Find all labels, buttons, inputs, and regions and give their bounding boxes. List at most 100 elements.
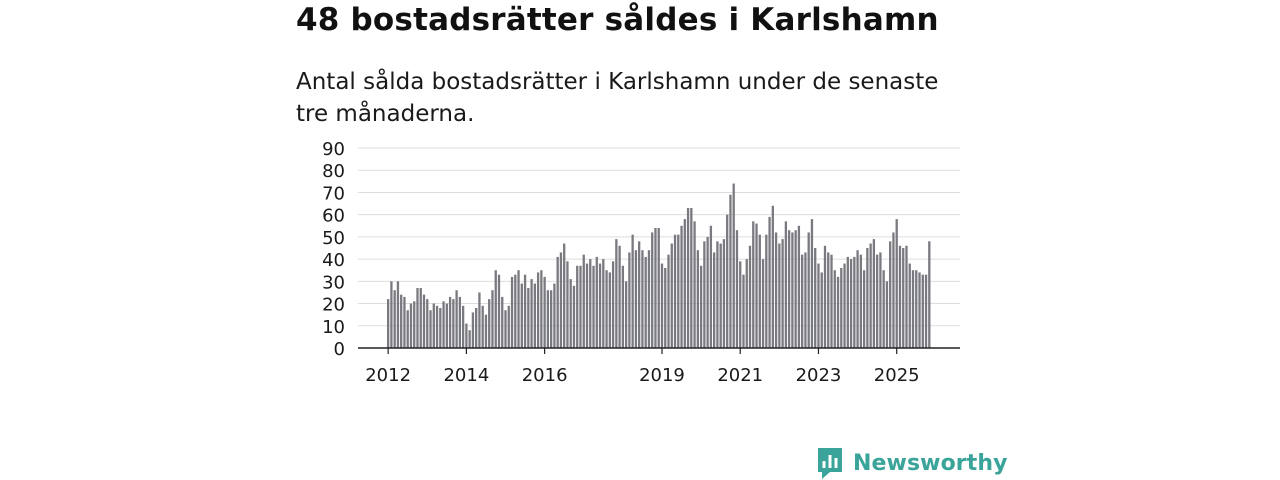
bar	[657, 228, 660, 348]
bar	[856, 250, 859, 348]
bar	[553, 283, 556, 348]
bar	[582, 254, 585, 348]
bar	[533, 283, 536, 348]
bar	[706, 236, 709, 348]
bar	[748, 245, 752, 348]
bar	[830, 254, 833, 348]
y-tick-label-30: 30	[322, 272, 345, 293]
chart-title: 48 bostadsrätter såldes i Karlshamn	[296, 2, 939, 38]
bar	[892, 232, 895, 348]
bar	[461, 305, 465, 348]
bar	[722, 239, 726, 348]
bar	[585, 263, 589, 348]
bar	[915, 270, 918, 348]
bar	[452, 299, 455, 348]
bar	[801, 254, 804, 348]
bar	[445, 303, 448, 348]
y-tick-label-10: 10	[322, 317, 345, 338]
bar	[413, 301, 416, 348]
bar	[713, 252, 716, 348]
bar	[631, 234, 634, 348]
bar	[670, 243, 673, 348]
bar	[390, 281, 393, 348]
bar	[807, 232, 810, 348]
y-tick-label-0: 0	[334, 339, 345, 360]
bar	[820, 272, 823, 348]
bar	[928, 241, 931, 348]
brand-logo: Newsworthy	[816, 446, 1008, 480]
bar	[761, 259, 765, 348]
bar	[514, 274, 517, 348]
bar	[774, 232, 778, 348]
bar	[556, 256, 559, 348]
bar	[882, 270, 885, 348]
bar	[729, 194, 732, 348]
bar	[572, 285, 576, 348]
bar	[778, 243, 781, 348]
bar	[527, 288, 530, 348]
bar	[853, 256, 856, 348]
bar	[654, 228, 657, 348]
bar	[908, 263, 911, 348]
bar	[667, 254, 670, 348]
bar	[615, 239, 618, 348]
bar	[794, 230, 797, 348]
bar	[752, 221, 755, 348]
bar	[866, 248, 869, 348]
x-tick-label-2019: 2019	[639, 365, 685, 386]
bar	[484, 314, 488, 348]
bar	[481, 305, 484, 348]
x-tick-label-2023: 2023	[796, 365, 842, 386]
bar	[523, 274, 527, 348]
bar	[458, 296, 462, 348]
bar	[501, 296, 504, 348]
bar	[902, 248, 905, 348]
bar	[859, 254, 862, 348]
bar	[387, 299, 390, 348]
bar	[634, 250, 638, 348]
bar	[836, 276, 840, 348]
bar	[924, 274, 928, 348]
data-label-last-value: 48	[932, 0, 952, 4]
bar	[735, 230, 739, 348]
bar	[758, 234, 761, 348]
bar	[497, 274, 501, 348]
bar	[644, 256, 647, 348]
bar	[624, 281, 628, 348]
bar	[876, 254, 879, 348]
bar	[709, 225, 713, 348]
bar	[432, 303, 435, 348]
bar	[507, 305, 510, 348]
bar	[416, 288, 419, 348]
bar	[739, 261, 742, 348]
bar	[716, 241, 719, 348]
bar	[846, 256, 849, 348]
bar	[771, 205, 774, 348]
bar	[745, 259, 748, 348]
bar	[530, 279, 533, 348]
bar	[696, 250, 699, 348]
bar	[621, 265, 625, 348]
bar	[699, 265, 703, 348]
bar	[448, 296, 452, 348]
bar	[563, 243, 566, 348]
newsworthy-logo-icon	[818, 448, 842, 479]
bar	[827, 252, 830, 348]
bar	[406, 310, 409, 348]
bar	[898, 245, 902, 348]
bar	[791, 232, 794, 348]
bar	[403, 296, 406, 348]
bar	[559, 252, 563, 348]
bar	[396, 281, 400, 348]
bar	[546, 290, 550, 348]
y-tick-label-90: 90	[322, 139, 345, 160]
bar	[576, 265, 579, 348]
bar	[550, 290, 553, 348]
bar	[784, 221, 788, 348]
bar	[889, 241, 892, 348]
bar	[589, 259, 592, 348]
bar	[569, 279, 572, 348]
bar	[435, 305, 439, 348]
bar	[422, 294, 426, 348]
